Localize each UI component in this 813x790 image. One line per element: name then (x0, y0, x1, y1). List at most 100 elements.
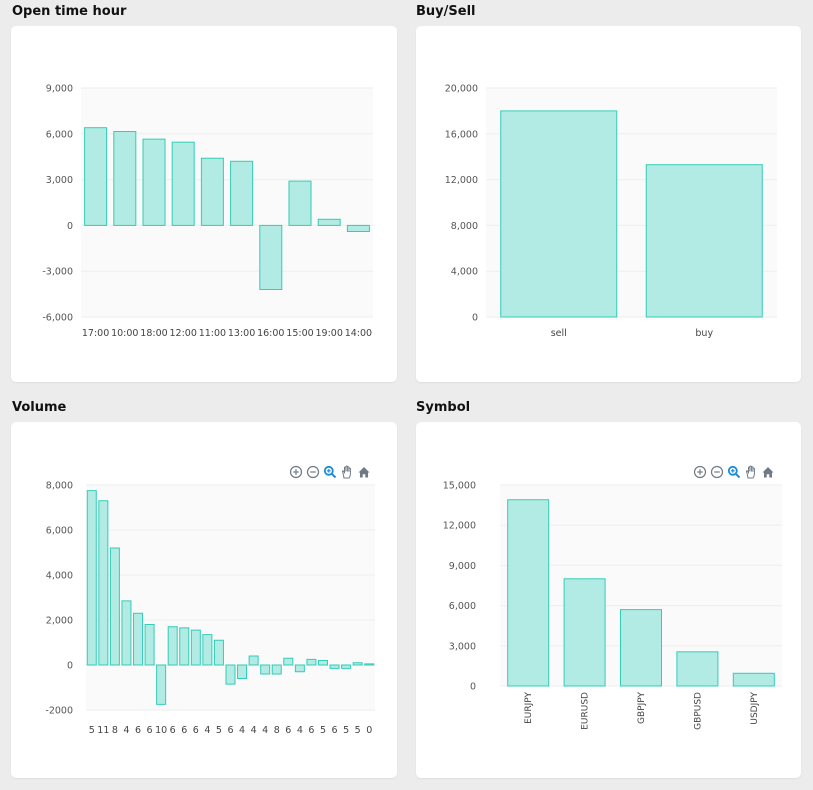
bar-open_time[interactable] (142, 138, 166, 226)
zoom-out-icon[interactable] (710, 464, 724, 479)
x-tick-label: 5 (343, 725, 349, 736)
y-tick-label: 8,000 (46, 481, 73, 492)
bar-open_time[interactable] (288, 180, 312, 226)
y-tick-label: 4,000 (46, 571, 73, 582)
bar-open_time[interactable] (346, 224, 370, 233)
x-tick-label: 4 (239, 725, 245, 736)
bar-volume[interactable] (202, 634, 213, 666)
pan-icon[interactable] (744, 464, 758, 479)
x-tick-label: 11:00 (199, 328, 226, 339)
y-tick-label: 6,000 (46, 129, 73, 140)
buy-sell-chart: 0 4,000 8,000 12,000 16,000 20,000 sell buy (445, 84, 777, 339)
bar-volume[interactable] (167, 626, 178, 666)
bar-volume[interactable] (329, 664, 340, 669)
zoom-out-icon[interactable] (306, 464, 320, 479)
bar-open_time[interactable] (230, 160, 254, 226)
x-tick-label: 12:00 (170, 328, 197, 339)
y-tick-label: 12,000 (445, 175, 478, 186)
bar-volume[interactable] (306, 658, 317, 666)
x-tick-label: 6 (227, 725, 233, 736)
y-tick-label: -6,000 (42, 313, 73, 324)
panel-title-buy-sell: Buy/Sell (416, 4, 476, 19)
bar-open_time[interactable] (113, 131, 137, 226)
x-tick-label: EURJPY (524, 692, 534, 724)
x-tick-label: 17:00 (82, 328, 109, 339)
bar-volume[interactable] (121, 600, 132, 666)
bar-buy_sell[interactable] (500, 110, 618, 318)
bar-volume[interactable] (109, 547, 120, 666)
bar-volume[interactable] (341, 664, 352, 669)
bar-volume[interactable] (133, 612, 144, 666)
bar-volume[interactable] (317, 660, 328, 666)
x-tick-label: 14:00 (345, 328, 372, 339)
bar-open_time[interactable] (259, 224, 283, 291)
bar-symbol[interactable] (676, 651, 719, 687)
y-tick-label: 4,000 (451, 267, 478, 278)
x-tick-label: 6 (147, 725, 153, 736)
bar-volume[interactable] (156, 664, 167, 705)
bar-volume[interactable] (86, 490, 97, 666)
bar-open_time[interactable] (171, 141, 195, 226)
zoom-in-icon[interactable] (289, 464, 303, 479)
zoom-selection-icon[interactable] (323, 464, 337, 479)
open-time-chart: -6,000 -3,000 0 3,000 6,000 9,000 17:00 10:00 18… (42, 84, 373, 339)
x-tick-label: 10 (155, 725, 167, 736)
bar-volume[interactable] (98, 500, 109, 666)
bar-volume[interactable] (260, 664, 271, 675)
x-tick-label: USDJPY (750, 692, 760, 725)
bar-volume[interactable] (179, 627, 190, 666)
bar-symbol[interactable] (732, 672, 775, 687)
pan-icon[interactable] (340, 464, 354, 479)
bar-volume[interactable] (237, 664, 248, 679)
bar-volume[interactable] (283, 657, 294, 666)
reset-home-icon[interactable] (357, 464, 371, 478)
x-tick-label: buy (695, 328, 713, 339)
bar-open_time[interactable] (200, 157, 224, 226)
x-tick-label: 5 (320, 725, 326, 736)
y-tick-label: 0 (67, 221, 73, 232)
bar-volume[interactable] (144, 624, 155, 666)
y-tick-label: 0 (67, 661, 73, 672)
x-tick-label: 6 (193, 725, 199, 736)
bar-symbol[interactable] (563, 578, 606, 687)
x-tick-label: 6 (135, 725, 141, 736)
panel-title-open-time: Open time hour (12, 4, 127, 19)
symbol-chart: 0 3,000 6,000 9,000 12,000 15,000 EURJPY EURUSD… (443, 481, 782, 730)
bar-symbol[interactable] (620, 609, 662, 687)
x-tick-label: 4 (251, 725, 257, 736)
x-tick-label: 6 (332, 725, 338, 736)
panel-title-symbol: Symbol (416, 400, 471, 415)
open-time-card: -6,000 -3,000 0 3,000 6,000 9,000 17:00 10:00 18… (11, 26, 397, 382)
bar-volume[interactable] (294, 664, 305, 673)
y-tick-label: 2,000 (46, 616, 73, 627)
volume-chart-toolbar (289, 464, 371, 479)
bar-volume[interactable] (271, 664, 282, 675)
buy-sell-card: 0 4,000 8,000 12,000 16,000 20,000 sell buy (416, 26, 801, 382)
y-tick-label: 12,000 (443, 521, 476, 532)
bar-volume[interactable] (225, 664, 236, 685)
x-tick-label: 19:00 (316, 328, 343, 339)
x-tick-label: 8 (112, 725, 118, 736)
y-tick-label: 9,000 (46, 84, 73, 95)
y-tick-label: 8,000 (451, 221, 478, 232)
bar-volume[interactable] (213, 639, 224, 666)
y-tick-label: 6,000 (46, 526, 73, 537)
bar-volume[interactable] (364, 663, 375, 666)
bar-buy_sell[interactable] (645, 164, 763, 318)
zoom-selection-icon[interactable] (727, 464, 741, 479)
bar-symbol[interactable] (507, 499, 550, 687)
x-tick-label: 5 (89, 725, 95, 736)
bar-volume[interactable] (248, 655, 259, 666)
x-tick-label: 5 (216, 725, 222, 736)
x-tick-label: 15:00 (286, 328, 313, 339)
x-tick-label: EURUSD (581, 692, 591, 730)
bar-open_time[interactable] (84, 127, 108, 226)
volume-card: -2000 0 2,000 4,000 6,000 8,000 5 11 8 4 6 6 10 6 6 6 4 5… (11, 422, 397, 778)
bar-open_time[interactable] (317, 218, 341, 226)
x-tick-label: 18:00 (140, 328, 167, 339)
bar-volume[interactable] (190, 629, 201, 666)
zoom-in-icon[interactable] (693, 464, 707, 479)
bar-volume[interactable] (352, 662, 363, 666)
x-tick-label: 6 (285, 725, 291, 736)
reset-home-icon[interactable] (761, 464, 775, 478)
